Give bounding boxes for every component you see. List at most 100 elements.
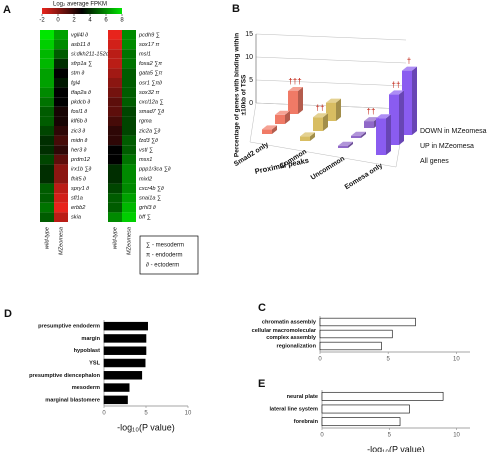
row-label: sfrp1a ∑ [71,61,92,67]
bar-side [298,87,303,114]
row-label: irx1b ∑∂ [71,166,92,173]
row-label: si:dkh211-152c2.3 [71,51,117,57]
colorbar-title: Log₂ average FPKM [53,2,107,8]
y-tick-label: YSL [89,360,100,366]
heat-cell [108,78,122,88]
heat-cell [54,212,68,222]
bar-top [376,114,391,119]
y-axis-label: ±10kb of TSS [241,74,248,115]
heat-cell [122,135,136,146]
bar [321,404,410,414]
y-tick-label: mesoderm [72,385,100,391]
heat-cell [122,106,136,117]
bar-top [389,90,404,95]
row-label: cxcr4b ∑∂ [139,185,164,192]
bar-top [351,131,366,136]
heat-cell [108,30,122,40]
row-label: rgma [139,119,152,125]
heat-cell [40,58,54,69]
bar [103,371,143,380]
bar-front [338,145,348,148]
heat-cell [108,174,122,184]
y-tick-label: forebrain [294,419,319,425]
heat-cell [122,145,136,155]
heat-cell [54,193,68,203]
row-label: tfap2a ∂ [71,89,91,96]
y-tick-label: presumptive endoderm [38,324,100,330]
bar-front [288,91,298,114]
heat-cell [54,145,68,155]
heat-cell [40,87,54,98]
x-axis-label: -log₁₀(P value) [367,444,425,452]
y-tick-label: neural plate [287,394,318,400]
heat-cell [122,126,136,136]
heat-cell [54,183,68,194]
row-label: asb11 ∂ [71,41,90,48]
y-tick-label: chromatin assembly [262,319,317,325]
heat-cell [40,135,54,146]
bar-front [300,136,310,141]
legend-entry: π - endoderm [146,253,183,259]
heat-cell [54,126,68,136]
series-label: UP in MZeomesa [420,143,474,150]
bar-top [300,132,315,137]
row-label: sox32 π [139,90,159,96]
heat-cell [54,135,68,146]
row-label: sox17 π [139,42,159,48]
legend-box [139,235,199,275]
heat-cell [108,39,122,50]
heat-cell [122,154,136,165]
bar [103,346,147,355]
bar-top [275,110,290,115]
row-label: snai1a ∑ [139,195,161,201]
y-tick-label: 5 [249,77,253,84]
heat-cell [54,174,68,184]
heat-cell [108,212,122,222]
heat-cell [108,106,122,117]
heat-cell [122,97,136,107]
bar-front [364,121,374,128]
row-label: msl1 [139,51,151,57]
heat-cell [54,30,68,40]
x-axis-label: Proximal peaks [254,156,310,176]
y-tick-label: margin [81,336,100,342]
heat-cell [122,39,136,50]
row-label: cxcl12a ∑ [139,99,164,105]
y-tick-label: 10 [245,54,253,61]
bar-front [389,94,399,145]
bar [103,358,146,368]
series-label: DOWN in MZeomesa [420,128,487,135]
heat-cell [40,97,54,107]
heat-cell [108,183,122,194]
colorbar-tick-label: 6 [104,18,108,24]
heat-cell [108,49,122,59]
bar-front [402,70,412,135]
bar-top [338,141,353,146]
heat-cell [54,78,68,88]
heat-cell [122,202,136,213]
heat-cell [54,116,68,126]
row-label: erbb2 [71,205,86,211]
bar-front [376,118,386,155]
bar [319,341,382,351]
annotation: ††† [288,77,301,86]
heat-cell [40,30,54,40]
y-tick-label: lateral line system [269,406,318,412]
row-label: zic3 ∂ [70,127,86,134]
heat-cell [108,87,122,98]
heat-cell [40,106,54,117]
row-label: bff ∑ [139,215,151,221]
bar-front [351,135,361,138]
heat-cell [40,154,54,165]
row-label: midn ∂ [71,137,88,144]
heat-cell [122,183,136,194]
heat-cell [108,116,122,126]
heat-cell [54,154,68,165]
x-tick-label: 10 [185,411,192,417]
row-label: foxa2 ∑π [139,61,162,67]
row-label: osr1 ∑π∂ [139,79,162,86]
panel-label: A [3,4,11,16]
annotation: †† [316,103,325,112]
row-label: klf6b ∂ [71,118,87,125]
